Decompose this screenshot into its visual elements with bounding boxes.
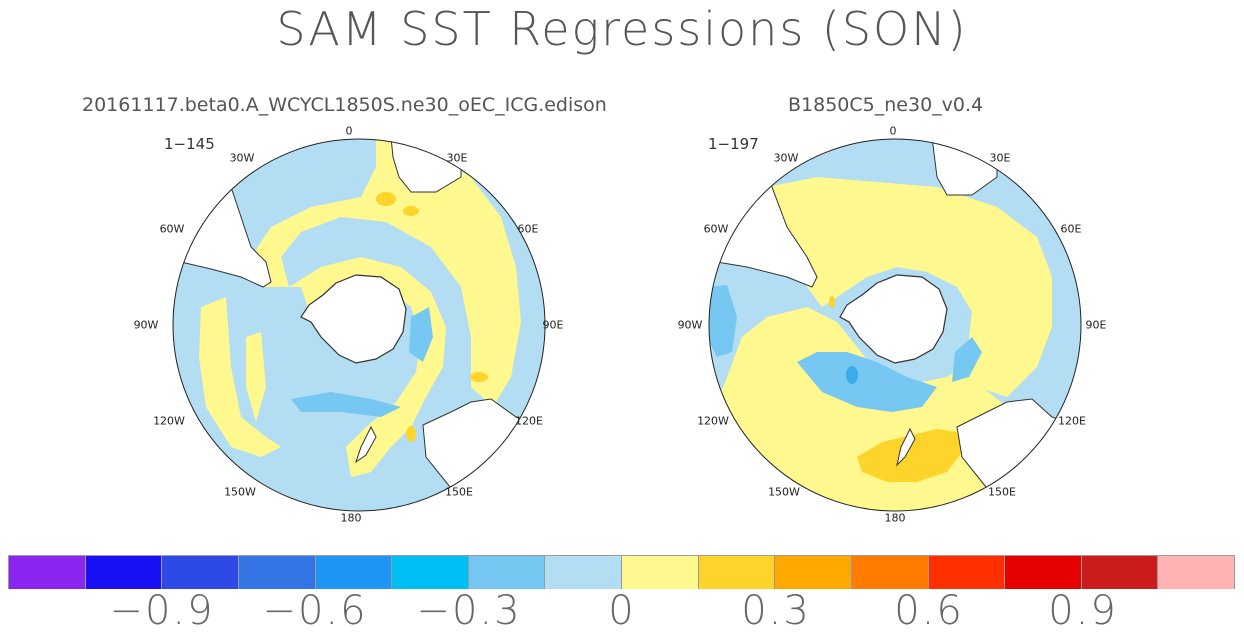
colorbar-tick: −0.9 xyxy=(109,588,215,634)
polar-map-right xyxy=(708,138,1082,512)
land-new-zealand xyxy=(896,427,916,467)
grid-label-120e: 120E xyxy=(515,414,543,428)
grid-label-90e: 90E xyxy=(1085,318,1107,332)
grid-label-90e: 90E xyxy=(542,318,564,332)
land-antarctica xyxy=(300,274,407,364)
colorbar xyxy=(8,555,1235,589)
colorbar-tick: −0.3 xyxy=(416,588,522,634)
colorbar-swatch xyxy=(8,556,86,589)
grid-label-120w: 120W xyxy=(697,414,729,428)
grid-label-60e: 60E xyxy=(1060,222,1082,236)
colorbar-tick: 0.3 xyxy=(741,588,811,634)
grid-label-0: 0 xyxy=(889,124,897,138)
grid-label-60w: 60W xyxy=(159,222,185,236)
grid-label-150w: 150W xyxy=(224,485,256,499)
negative-anomaly-region xyxy=(709,285,737,357)
colorbar-swatch xyxy=(1158,556,1235,589)
land-antarctica xyxy=(839,274,948,364)
grid-label-180: 180 xyxy=(884,511,906,525)
panel-title-right: B1850C5_ne30_v0.4 xyxy=(788,94,984,116)
strong-positive-region xyxy=(376,192,396,206)
polar-map-left xyxy=(172,138,546,512)
grid-label-150w: 150W xyxy=(768,485,800,499)
strong-positive-region xyxy=(403,206,419,216)
figure-title: SAM SST Regressions (SON) xyxy=(276,2,968,56)
colorbar-swatch xyxy=(775,556,852,589)
grid-label-30w: 30W xyxy=(773,151,799,165)
positive-anomaly-region xyxy=(251,139,521,477)
grid-label-180: 180 xyxy=(340,511,362,525)
grid-label-30e: 30E xyxy=(446,151,468,165)
negative-anomaly-region xyxy=(797,352,937,412)
colorbar-swatch xyxy=(1005,556,1082,589)
colorbar-swatch xyxy=(162,556,239,589)
colorbar-swatch xyxy=(85,556,163,589)
negative-anomaly-region xyxy=(409,307,433,362)
colorbar-swatch xyxy=(1081,556,1159,589)
negative-anomaly-region xyxy=(952,337,982,382)
colorbar-swatch xyxy=(468,556,546,589)
colorbar-swatch xyxy=(928,556,1006,589)
positive-anomaly-region xyxy=(246,332,266,422)
colorbar-swatch xyxy=(315,556,393,589)
panel-note-left: 1−145 xyxy=(164,135,215,153)
strong-positive-region xyxy=(857,429,962,482)
strong-positive-region xyxy=(829,296,835,308)
panel-title-left: 20161117.beta0.A_WCYCL1850S.ne30_oEC_ICG… xyxy=(82,94,607,116)
grid-label-0: 0 xyxy=(345,124,353,138)
grid-label-150e: 150E xyxy=(988,485,1016,499)
grid-label-150e: 150E xyxy=(445,485,473,499)
land-new-zealand xyxy=(355,425,377,464)
colorbar-swatch xyxy=(698,556,776,589)
strong-positive-region xyxy=(470,372,488,382)
colorbar-swatch xyxy=(545,556,622,589)
colorbar-tick: 0.9 xyxy=(1048,588,1118,634)
colorbar-tick: 0 xyxy=(608,588,636,634)
grid-label-30e: 30E xyxy=(989,151,1011,165)
grid-label-120e: 120E xyxy=(1058,414,1086,428)
grid-label-90w: 90W xyxy=(677,318,703,332)
grid-label-30w: 30W xyxy=(229,151,255,165)
colorbar-tick: −0.6 xyxy=(262,588,368,634)
panel-note-right: 1−197 xyxy=(708,135,759,153)
grid-label-60e: 60E xyxy=(517,222,539,236)
colorbar-swatch xyxy=(622,556,699,589)
negative-anomaly-region xyxy=(291,392,401,417)
colorbar-swatch xyxy=(851,556,929,589)
strong-positive-region xyxy=(406,426,416,442)
colorbar-tick: 0.6 xyxy=(894,588,964,634)
colorbar-swatch xyxy=(238,556,316,589)
strong-negative-region xyxy=(846,366,858,384)
grid-label-90w: 90W xyxy=(133,318,159,332)
grid-label-120w: 120W xyxy=(153,414,185,428)
grid-label-60w: 60W xyxy=(703,222,729,236)
positive-anomaly-region xyxy=(767,177,1052,397)
colorbar-swatch xyxy=(392,556,469,589)
positive-anomaly-region xyxy=(199,297,281,457)
